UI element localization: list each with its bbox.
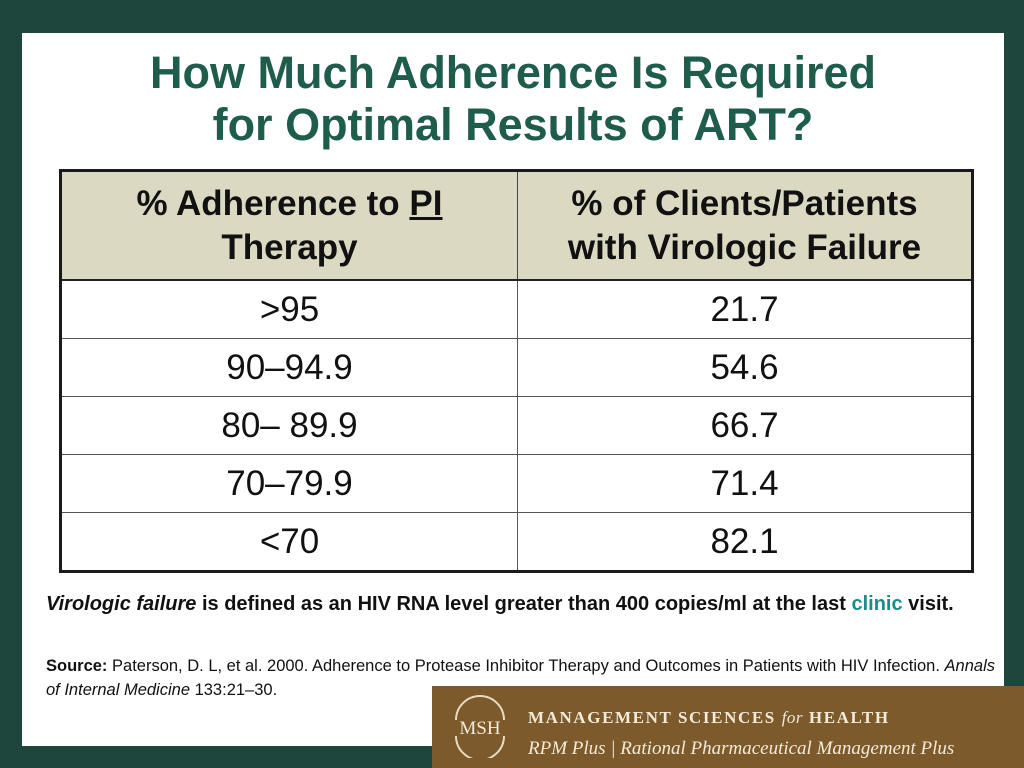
header-virologic-failure: % of Clients/Patients with Virologic Fai…: [517, 170, 973, 281]
header-adherence-prefix: % Adherence to: [136, 183, 410, 223]
source-label: Source:: [46, 657, 108, 675]
table-row: >95 21.7: [60, 279, 973, 339]
table-row: 90–94.9 54.6: [60, 338, 973, 397]
header-failure-line-1: % of Clients/Patients: [571, 183, 918, 223]
source-text-1: Paterson, D. L, et al. 2000. Adherence t…: [107, 657, 945, 675]
org-end: HEALTH: [808, 708, 890, 727]
note-text-1: is defined as an HIV RNA level greater t…: [196, 593, 852, 615]
failure-cell: 21.7: [517, 279, 973, 339]
adherence-cell: 90–94.9: [60, 338, 518, 397]
adherence-cell: 80– 89.9: [60, 396, 518, 455]
header-pi-abbrev: PI: [409, 183, 443, 223]
adherence-cell: <70: [60, 512, 518, 572]
header-adherence: % Adherence to PI Therapy: [60, 170, 518, 281]
adherence-table: % Adherence to PI Therapy % of Clients/P…: [59, 169, 974, 573]
header-adherence-suffix: Therapy: [221, 227, 358, 267]
logo-text: MSH: [459, 718, 500, 739]
msh-logo-icon: MSH: [455, 695, 505, 758]
note-term: Virologic failure: [46, 593, 197, 615]
slide: How Much Adherence Is Required for Optim…: [22, 33, 1004, 746]
table-header-row: % Adherence to PI Therapy % of Clients/P…: [60, 170, 973, 281]
slide-title: How Much Adherence Is Required for Optim…: [22, 47, 1004, 151]
footer-banner: MSH MANAGEMENT SCIENCES for HEALTH RPM P…: [432, 686, 1024, 768]
header-failure-line-2: with Virologic Failure: [567, 227, 922, 267]
adherence-cell: 70–79.9: [60, 454, 518, 513]
failure-cell: 71.4: [517, 454, 973, 513]
title-line-1: How Much Adherence Is Required: [150, 47, 876, 98]
table-row: 70–79.9 71.4: [60, 454, 973, 513]
definition-note: Virologic failure is defined as an HIV R…: [46, 590, 986, 619]
journal-name: Annals of Internal Medicine: [46, 657, 995, 699]
source-citation: Source: Paterson, D. L, et al. 2000. Adh…: [46, 654, 1001, 702]
table-row: <70 82.1: [60, 512, 973, 572]
failure-cell: 82.1: [517, 512, 973, 572]
title-line-2: for Optimal Results of ART?: [212, 99, 814, 150]
organization-name: MANAGEMENT SCIENCES for HEALTH: [528, 708, 890, 728]
clinic-link[interactable]: clinic: [851, 593, 903, 615]
note-text-2: visit.: [902, 593, 954, 615]
table-row: 80– 89.9 66.7: [60, 396, 973, 455]
org-main: MANAGEMENT SCIENCES: [528, 708, 776, 727]
org-for: for: [781, 708, 804, 727]
failure-cell: 54.6: [517, 338, 973, 397]
adherence-cell: >95: [60, 279, 518, 339]
failure-cell: 66.7: [517, 396, 973, 455]
source-text-2: 133:21–30.: [190, 681, 278, 699]
program-name: RPM Plus | Rational Pharmaceutical Manag…: [528, 738, 955, 759]
